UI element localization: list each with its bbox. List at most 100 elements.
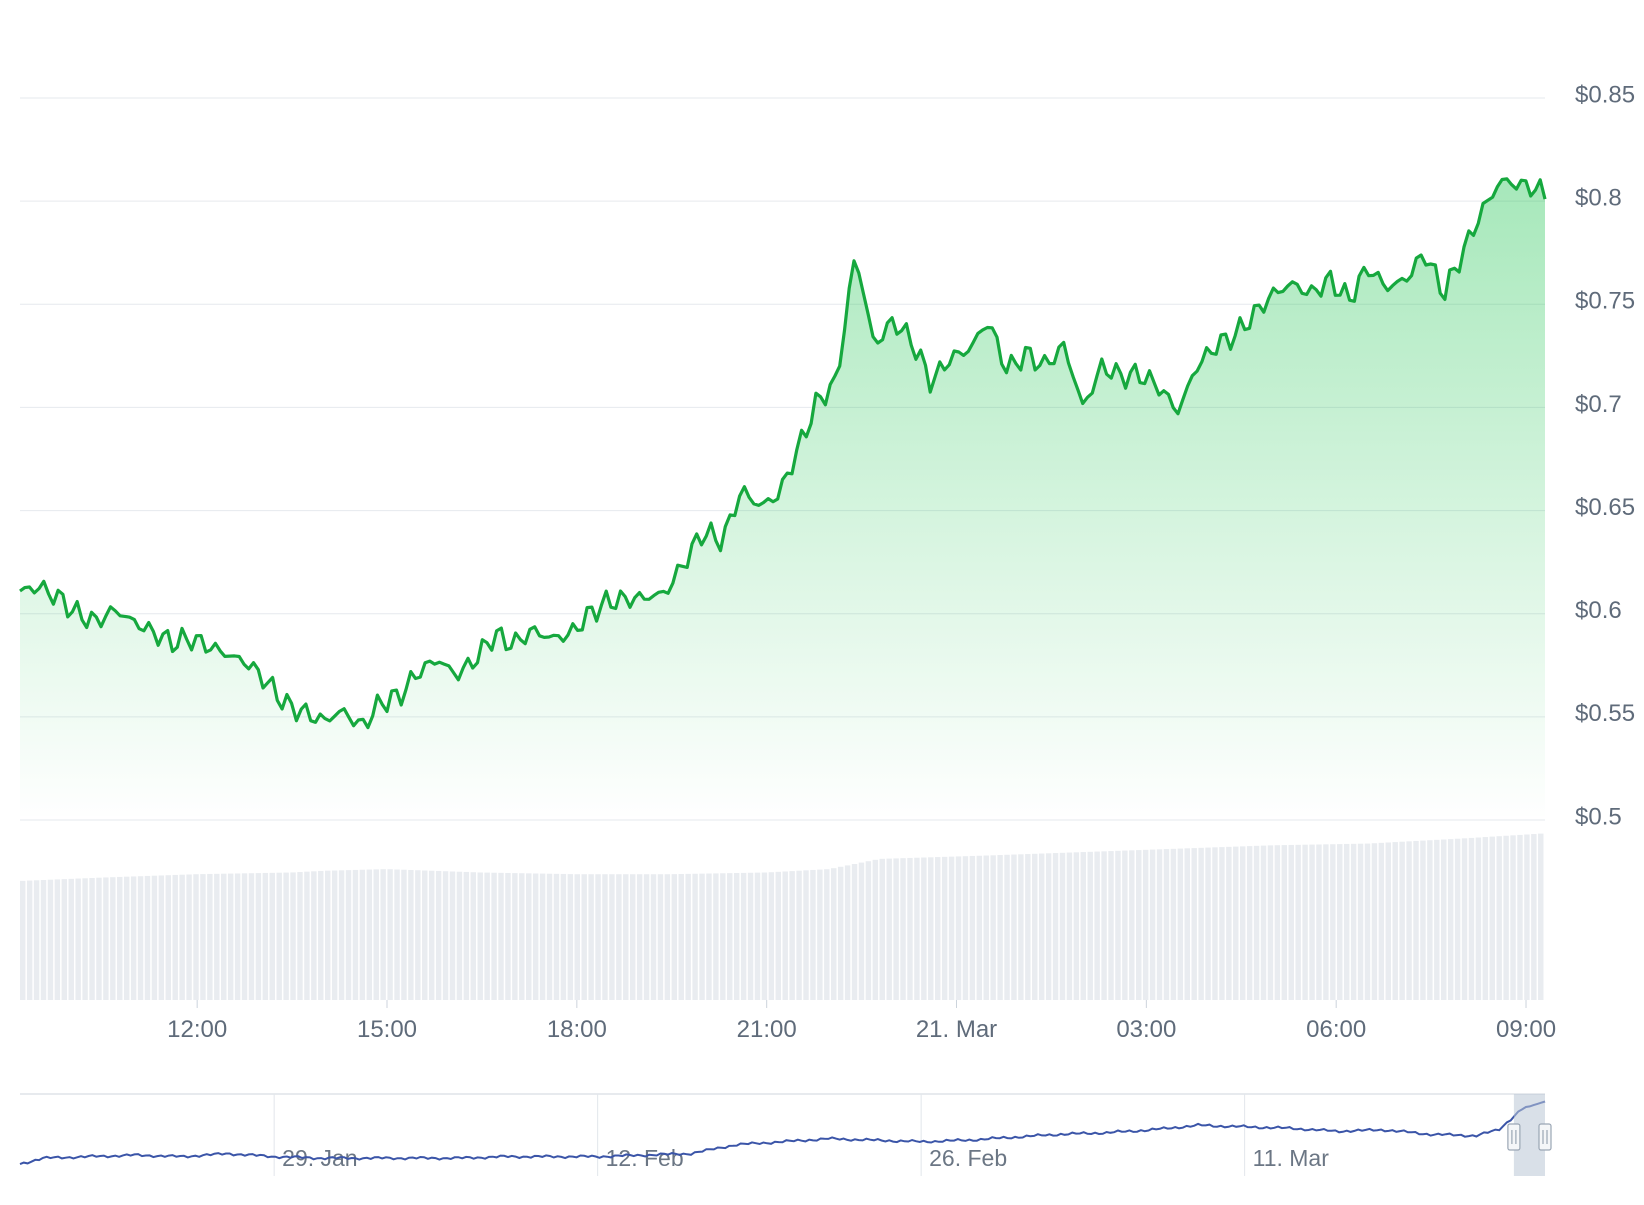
volume-bar — [616, 874, 622, 1000]
volume-bar — [463, 871, 470, 1000]
volume-bar — [1087, 851, 1093, 1000]
volume-bar — [1226, 846, 1232, 1000]
volume-bar — [1482, 837, 1489, 1000]
volume-bar — [1496, 836, 1502, 1000]
volume-bar — [720, 873, 726, 1000]
volume-bar — [1510, 835, 1516, 1000]
volume-bar — [373, 869, 379, 1000]
x-tick-label: 18:00 — [547, 1016, 607, 1043]
volume-bar — [179, 874, 185, 1000]
x-tick-label: 21. Mar — [916, 1016, 997, 1043]
volume-bar — [858, 862, 865, 1000]
navigator[interactable]: 29. Jan 12. Feb 26. Feb 11. Mar — [19, 1093, 1552, 1176]
volume-bar — [1163, 849, 1170, 1000]
volume-bar — [193, 874, 199, 1000]
volume-bar — [990, 855, 996, 1000]
volume-bar — [1142, 849, 1149, 1000]
volume-bar — [1066, 852, 1073, 1000]
price-line — [19, 177, 1547, 730]
volume-bar — [96, 877, 102, 1000]
volume-bar — [241, 873, 248, 1000]
volume-bar — [740, 872, 747, 1000]
volume-bar — [1122, 850, 1128, 1000]
volume-bar — [1406, 841, 1412, 1000]
volume-bar — [567, 874, 574, 1000]
volume-bar — [1136, 850, 1142, 1000]
y-tick-label: $0.75 — [1575, 288, 1635, 315]
volume-bar — [207, 873, 213, 1000]
volume-bar — [1170, 848, 1177, 1000]
volume-bar — [1461, 838, 1468, 1000]
volume-bar — [1129, 850, 1135, 1000]
volume-bar — [1045, 853, 1052, 1000]
volume-bar — [283, 872, 289, 1000]
y-tick-label: $0.65 — [1575, 494, 1635, 521]
volume-bar — [914, 857, 920, 1000]
volume-bar — [727, 873, 733, 1000]
volume-bar — [1295, 844, 1301, 1000]
volume-bar — [1038, 853, 1045, 1000]
y-tick-label: $0.85 — [1575, 81, 1635, 108]
navigator-handle[interactable] — [1538, 1123, 1552, 1151]
volume-bar — [290, 872, 296, 1000]
volume-bar — [948, 856, 955, 1000]
volume-bar — [345, 870, 352, 1000]
volume-bar — [831, 868, 837, 1000]
volume-bar — [685, 873, 691, 1000]
volume-bar — [692, 873, 698, 1000]
volume-bar — [40, 879, 47, 1000]
volume-bar — [789, 871, 795, 1000]
volume-bar — [331, 870, 338, 1000]
volume-bar — [477, 872, 483, 1000]
volume-bar — [817, 869, 823, 1000]
volume-bar — [609, 874, 615, 1000]
volume-bar — [304, 871, 310, 1000]
volume-bar — [1018, 854, 1024, 1000]
volume-bar — [526, 873, 532, 1000]
volume-bar — [941, 856, 948, 1000]
volume-bars — [20, 833, 1544, 1000]
volume-bar — [1538, 833, 1544, 1000]
volume-bar — [872, 859, 879, 1000]
volume-bar — [1475, 837, 1482, 1000]
volume-bar — [26, 880, 33, 1000]
volume-bar — [560, 873, 567, 1000]
volume-bar — [144, 875, 151, 1000]
volume-bar — [276, 872, 282, 1000]
y-tick-label: $0.8 — [1575, 184, 1622, 211]
volume-bar — [1288, 844, 1294, 1000]
volume-bar — [221, 873, 227, 1000]
volume-bar — [706, 873, 712, 1000]
volume-bar — [456, 871, 463, 1000]
volume-bar — [325, 870, 331, 1000]
volume-bar — [498, 872, 504, 1000]
volume-bar — [1489, 836, 1495, 1000]
volume-bar — [671, 874, 678, 1000]
volume-bar — [657, 874, 664, 1000]
volume-bar — [969, 855, 976, 1000]
volume-bar — [650, 874, 657, 1000]
volume-bar — [1253, 845, 1260, 1000]
volume-bar — [54, 879, 61, 1000]
volume-bar — [1156, 849, 1163, 1000]
navigator-tick-label: 26. Feb — [929, 1145, 1007, 1171]
volume-bar — [810, 869, 816, 1000]
volume-bar — [1385, 842, 1391, 1000]
volume-bar — [1032, 853, 1038, 1000]
volume-bar — [983, 855, 989, 1000]
volume-bar — [1343, 843, 1350, 1000]
volume-bar — [733, 873, 740, 1000]
volume-bar — [747, 872, 754, 1000]
volume-bar — [886, 858, 892, 1000]
volume-bar — [1260, 845, 1267, 1000]
volume-bar — [408, 869, 414, 1000]
volume-bar — [1080, 852, 1086, 1000]
volume-bar — [1191, 848, 1197, 1000]
volume-bar — [678, 874, 684, 1000]
volume-bar — [976, 855, 983, 1000]
volume-bar — [1378, 842, 1385, 1000]
volume-bar — [623, 874, 629, 1000]
volume-bar — [754, 872, 761, 1000]
navigator-handle[interactable] — [1507, 1123, 1521, 1151]
